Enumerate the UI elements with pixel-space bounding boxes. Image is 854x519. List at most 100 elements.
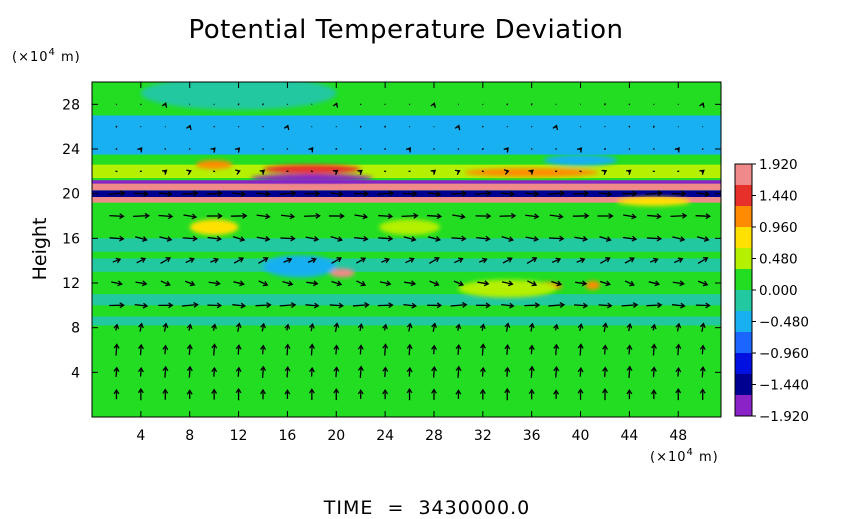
wind-vector	[330, 191, 344, 197]
vector-head	[313, 235, 320, 242]
wind-vector	[528, 322, 535, 332]
vector-head	[360, 257, 367, 263]
vector-shaft	[184, 280, 195, 286]
vector-head	[504, 322, 511, 328]
chart-title: Potential Temperature Deviation	[189, 15, 624, 45]
colorbar-swatch	[735, 290, 752, 312]
heat-blob-9	[379, 219, 441, 235]
vector-shaft	[261, 366, 265, 378]
vector-shaft	[652, 148, 655, 150]
wind-vector	[599, 280, 611, 287]
wind-vector	[551, 257, 562, 264]
wind-vector	[405, 257, 415, 264]
vector-head	[431, 365, 438, 372]
vector-head	[454, 169, 461, 175]
vector-shaft	[307, 258, 316, 263]
vector-shaft	[481, 147, 485, 151]
vector-head	[699, 169, 705, 175]
x-tick-label: 28	[425, 428, 443, 444]
vector-shaft	[527, 280, 537, 286]
wind-vector	[183, 213, 198, 220]
vector-head	[602, 322, 609, 328]
vector-shaft	[603, 147, 607, 151]
vector-shaft	[408, 344, 411, 356]
heat-blob-7	[585, 280, 601, 290]
wind-vector	[113, 343, 120, 356]
vector-head	[577, 343, 584, 349]
vector-shaft	[381, 258, 390, 263]
vector-head	[287, 280, 294, 287]
vector-shaft	[579, 344, 582, 356]
vector-shaft	[599, 280, 611, 286]
vector-shaft	[697, 280, 708, 286]
vector-shaft	[160, 280, 170, 286]
wind-vector	[308, 366, 315, 377]
vector-head	[699, 102, 705, 108]
time-label: TIME = 3430000.0	[323, 497, 530, 519]
colorbar	[735, 164, 752, 417]
wind-vector	[212, 170, 216, 173]
wind-vector	[652, 148, 655, 150]
vector-head	[143, 190, 149, 197]
vector-shaft	[111, 281, 122, 285]
vector-head	[483, 280, 490, 287]
vector-shaft	[306, 281, 318, 285]
wind-vector	[308, 323, 315, 332]
vector-shaft	[457, 366, 460, 378]
vector-head	[193, 190, 199, 197]
vector-shaft	[599, 235, 611, 241]
wind-vector	[451, 235, 467, 242]
wind-vector	[675, 387, 682, 401]
wind-vector	[577, 343, 584, 356]
vector-shaft	[500, 192, 514, 195]
vector-shaft	[579, 170, 582, 173]
wind-vector	[381, 257, 390, 264]
x-tick-label: 48	[669, 428, 687, 444]
wind-vector	[576, 257, 586, 264]
wind-vector	[430, 102, 436, 108]
vector-head	[235, 387, 242, 394]
wind-vector	[353, 190, 369, 197]
vector-shaft	[256, 192, 270, 195]
wind-vector	[332, 169, 339, 175]
vector-shaft	[648, 281, 660, 285]
colorbar-tick-label: 0.960	[759, 220, 798, 236]
y-tick-label: 24	[62, 142, 80, 158]
vector-shaft	[359, 125, 362, 128]
vector-head	[656, 235, 663, 242]
wind-vector	[335, 125, 338, 128]
wind-vector	[481, 125, 484, 128]
wind-vector	[186, 343, 193, 355]
wind-vector	[182, 235, 198, 242]
wind-vector	[356, 280, 367, 287]
vector-shaft	[677, 103, 679, 106]
vector-head	[338, 302, 344, 309]
wind-vector	[332, 102, 339, 108]
vector-shaft	[112, 258, 121, 263]
vector-head	[387, 213, 394, 220]
wind-vector	[328, 213, 345, 219]
x-tick-label: 24	[376, 428, 394, 444]
vector-shaft	[624, 280, 634, 286]
vector-head	[313, 302, 320, 309]
wind-vector	[232, 190, 247, 197]
wind-vector	[208, 280, 221, 287]
wind-vector	[404, 280, 417, 287]
heat-band-2	[92, 294, 721, 306]
wind-vector	[352, 302, 370, 308]
wind-vector	[137, 387, 144, 401]
vector-head	[235, 366, 242, 373]
vector-head	[679, 236, 686, 242]
vector-shaft	[310, 368, 313, 377]
wind-vector	[113, 388, 120, 400]
colorbar-swatch	[735, 353, 752, 375]
wind-vector	[476, 235, 491, 242]
vector-head	[186, 365, 193, 372]
wind-vector	[232, 302, 246, 309]
wind-vector	[158, 190, 173, 197]
wind-vector	[603, 147, 607, 151]
x-tick-label: 12	[230, 428, 248, 444]
wind-vector	[237, 103, 240, 106]
vector-shaft	[697, 257, 708, 265]
vector-shaft	[330, 235, 343, 241]
